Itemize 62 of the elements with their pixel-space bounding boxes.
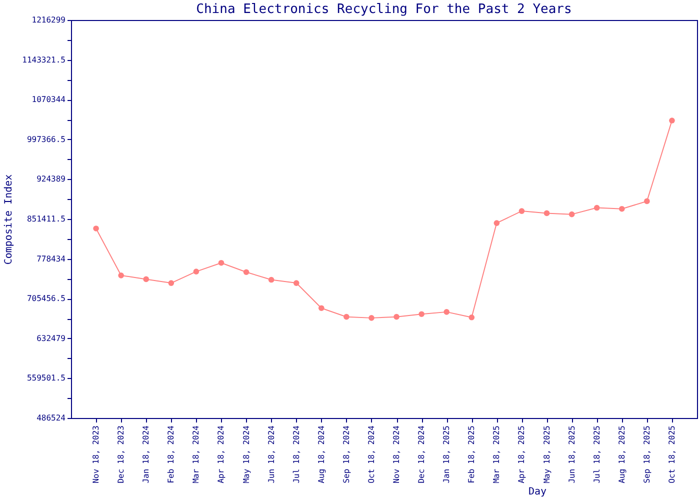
y-tick-label: 1143321.5	[22, 55, 66, 64]
y-tick-label: 632479	[36, 334, 66, 343]
x-tick-label: Jun 18, 2024	[266, 425, 276, 484]
x-tick-label: Jan 18, 2024	[142, 425, 151, 484]
y-tick-label: 1070344	[32, 95, 66, 104]
x-tick-label: Nov 18, 2023	[92, 425, 101, 484]
point	[344, 314, 350, 320]
y-tick-label: 778434	[36, 254, 66, 264]
point	[268, 276, 274, 283]
point	[418, 311, 424, 318]
x-tick-label: Oct 18, 2024	[366, 425, 376, 484]
point	[594, 204, 600, 211]
point	[218, 260, 224, 266]
point	[544, 210, 550, 216]
x-tick-label: Jun 18, 2025	[567, 425, 576, 484]
point	[518, 208, 525, 214]
y-tick-label: 559501.5	[26, 374, 66, 383]
x-tick-label: Mar 18, 2024	[192, 425, 201, 484]
x-axis-title: Day	[528, 486, 547, 498]
point	[394, 314, 400, 320]
point	[193, 268, 200, 274]
x-tick-label: Oct 18, 2025	[667, 425, 676, 484]
x-tick-label: Dec 18, 2024	[417, 425, 426, 484]
y-tick-label: 851411.5	[26, 214, 66, 224]
y-axis-title: Composite Index	[4, 174, 14, 265]
x-tick-label: Jul 18, 2025	[592, 425, 602, 484]
y-tick-label: 486524	[36, 414, 66, 422]
point	[118, 272, 124, 278]
x-tick-label: Aug 18, 2025	[617, 425, 626, 484]
y-tick-label: 705456.5	[26, 294, 66, 304]
point	[568, 211, 575, 218]
point	[318, 305, 324, 312]
y-tick-label: 924389	[36, 174, 66, 184]
point	[444, 309, 450, 315]
x-tick-label: Nov 18, 2024	[392, 425, 402, 484]
x-tick-label: May 18, 2025	[542, 425, 552, 484]
x-tick-label: Jul 18, 2024	[292, 425, 301, 484]
x-tick-label: May 18, 2024	[242, 425, 251, 484]
point	[618, 206, 625, 212]
y-tick-label: 997366.5	[26, 134, 66, 144]
x-tick-label: Dec 18, 2023	[116, 425, 126, 484]
x-tick-label: Feb 18, 2025	[467, 425, 476, 484]
x-tick-label: Sep 18, 2025	[642, 425, 652, 484]
x-tick-label: Sep 18, 2024	[342, 425, 351, 484]
chart-title: China Electronics Recycling For the Past 2 Years	[196, 2, 572, 17]
x-tick-label: Feb 18, 2024	[166, 425, 176, 484]
point	[243, 269, 250, 276]
x-tick-label: Aug 18, 2024	[316, 425, 326, 484]
point	[93, 226, 99, 232]
x-tick-label: Jan 18, 2025	[442, 425, 452, 484]
point	[468, 314, 475, 320]
point	[168, 280, 174, 286]
point	[669, 118, 675, 124]
point	[293, 280, 300, 286]
x-tick-label: Apr 18, 2025	[517, 425, 526, 484]
y-tick-label: 1216299	[32, 16, 66, 24]
x-tick-label: Mar 18, 2025	[492, 425, 502, 484]
point	[644, 198, 650, 204]
point	[494, 220, 500, 226]
point	[368, 315, 374, 321]
x-tick-label: Apr 18, 2024	[216, 425, 226, 484]
point	[143, 276, 150, 282]
